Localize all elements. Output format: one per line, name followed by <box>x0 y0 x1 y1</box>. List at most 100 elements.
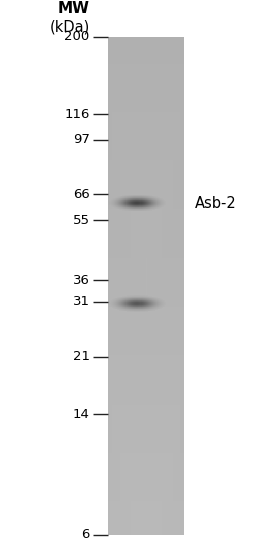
Bar <box>108 453 184 455</box>
Bar <box>108 82 184 83</box>
Bar <box>124 207 125 208</box>
Bar <box>125 203 126 204</box>
Bar <box>139 305 141 306</box>
Bar <box>139 296 141 297</box>
Bar <box>156 302 157 303</box>
Bar <box>124 300 125 301</box>
Bar <box>154 300 155 301</box>
Bar <box>150 198 151 199</box>
Bar <box>115 37 116 535</box>
Bar <box>114 198 115 199</box>
Bar <box>130 208 131 209</box>
Bar <box>149 205 150 206</box>
Bar <box>113 205 114 206</box>
Bar <box>157 306 159 307</box>
Bar <box>142 306 143 307</box>
Bar <box>132 209 133 210</box>
Bar <box>160 301 161 302</box>
Bar <box>136 302 137 303</box>
Bar <box>108 352 184 354</box>
Bar <box>108 508 184 510</box>
Bar <box>127 202 129 203</box>
Bar <box>124 308 125 309</box>
Bar <box>136 307 137 308</box>
Bar <box>144 204 145 205</box>
Bar <box>132 202 133 203</box>
Bar <box>124 303 125 304</box>
Text: MW: MW <box>58 1 90 15</box>
Bar <box>146 308 147 309</box>
Bar <box>108 314 184 316</box>
Bar <box>154 306 155 307</box>
Bar <box>154 201 155 202</box>
Bar <box>132 297 133 298</box>
Bar <box>156 201 157 202</box>
Bar <box>114 199 115 201</box>
Bar <box>141 306 142 307</box>
Bar <box>118 306 119 307</box>
Bar <box>134 201 135 202</box>
Bar <box>146 198 147 199</box>
Bar <box>137 197 138 198</box>
Bar <box>108 181 184 183</box>
Bar <box>108 176 184 178</box>
Bar <box>151 305 152 306</box>
Bar <box>137 204 138 205</box>
Bar <box>132 306 133 307</box>
Bar <box>136 295 137 296</box>
Bar <box>117 305 118 306</box>
Bar <box>161 299 162 300</box>
Bar <box>146 208 147 209</box>
Bar <box>120 199 121 201</box>
Bar <box>137 295 138 296</box>
Bar <box>108 256 184 258</box>
Bar <box>153 300 154 301</box>
Bar <box>132 298 133 299</box>
Bar <box>108 301 184 302</box>
Bar <box>108 513 184 515</box>
Bar <box>119 205 120 206</box>
Bar <box>160 300 161 301</box>
Bar <box>137 300 138 301</box>
Bar <box>133 310 134 311</box>
Bar <box>133 203 134 204</box>
Bar <box>108 221 184 222</box>
Bar <box>147 305 148 306</box>
Bar <box>163 37 164 535</box>
Bar <box>136 309 137 310</box>
Bar <box>155 198 156 199</box>
Bar <box>130 197 131 198</box>
Bar <box>146 195 147 196</box>
Bar <box>162 301 163 302</box>
Bar <box>127 203 129 204</box>
Bar <box>145 307 146 308</box>
Bar <box>127 204 129 205</box>
Bar <box>131 304 132 305</box>
Bar <box>108 329 184 330</box>
Bar <box>108 37 184 38</box>
Bar <box>124 309 125 310</box>
Bar <box>108 100 184 102</box>
Bar <box>133 202 134 203</box>
Bar <box>108 222 184 225</box>
Bar <box>112 301 113 302</box>
Bar <box>135 210 136 211</box>
Bar <box>157 206 159 207</box>
Bar <box>131 308 132 309</box>
Bar <box>116 205 117 206</box>
Bar <box>159 299 160 300</box>
Bar <box>163 206 164 207</box>
Bar <box>122 310 123 311</box>
Bar <box>133 304 134 305</box>
Bar <box>108 286 184 288</box>
Bar <box>108 506 184 508</box>
Bar <box>118 308 119 309</box>
Bar <box>136 204 137 205</box>
Bar <box>152 302 153 303</box>
Bar <box>129 307 130 308</box>
Bar <box>109 37 110 535</box>
Bar <box>135 295 136 296</box>
Bar <box>148 298 149 299</box>
Bar <box>151 206 152 207</box>
Bar <box>114 303 115 304</box>
